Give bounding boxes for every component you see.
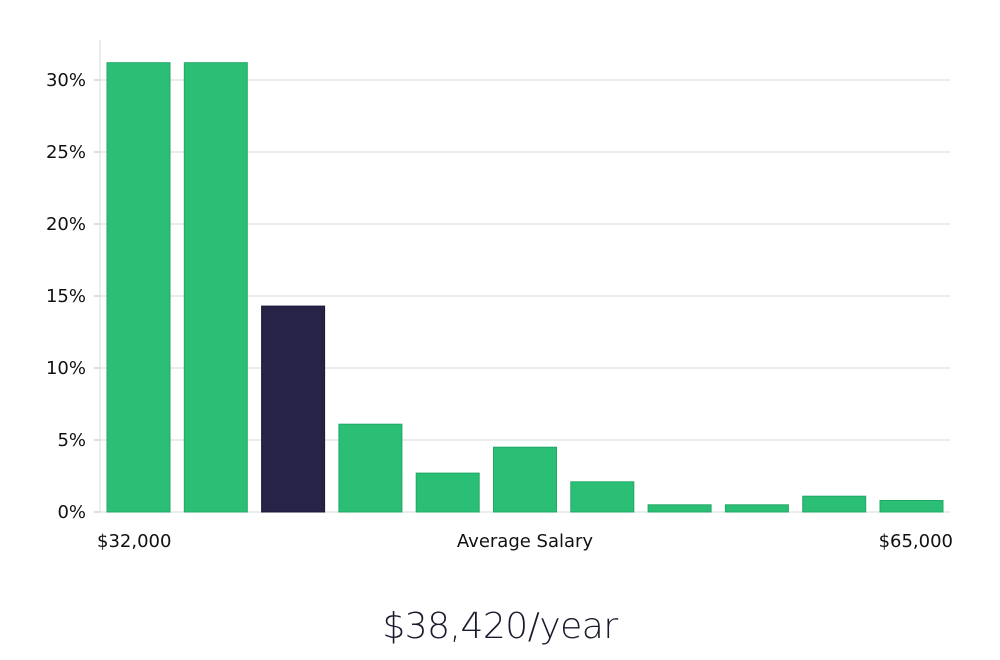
y-tick-label: 25% xyxy=(46,142,86,163)
bars xyxy=(106,62,944,513)
y-tick-label: 20% xyxy=(46,214,86,235)
y-axis-ticks: 0% 5% 10% 15% 20% 25% 30% xyxy=(46,70,100,523)
bar xyxy=(879,500,944,513)
bar xyxy=(415,472,480,513)
y-tick-label: 5% xyxy=(57,430,86,451)
bar xyxy=(802,495,867,513)
bar xyxy=(570,481,635,513)
x-max-label: $65,000 xyxy=(879,531,953,552)
bar xyxy=(183,62,248,513)
x-min-label: $32,000 xyxy=(97,531,171,552)
bar xyxy=(338,423,403,513)
y-tick-label: 15% xyxy=(46,286,86,307)
salary-histogram: 0% 5% 10% 15% 20% 25% 30% $32,000 Average Sala… xyxy=(46,40,953,552)
bar xyxy=(647,504,712,513)
bar xyxy=(493,446,557,513)
average-salary-value: $38,420/year xyxy=(382,606,618,647)
y-tick-label: 30% xyxy=(46,70,86,91)
bar-highlighted xyxy=(261,305,326,513)
y-tick-label: 0% xyxy=(57,502,86,523)
bar xyxy=(106,62,171,513)
x-axis-title: Average Salary xyxy=(457,531,594,552)
y-tick-label: 10% xyxy=(46,358,86,379)
bar xyxy=(724,504,789,513)
